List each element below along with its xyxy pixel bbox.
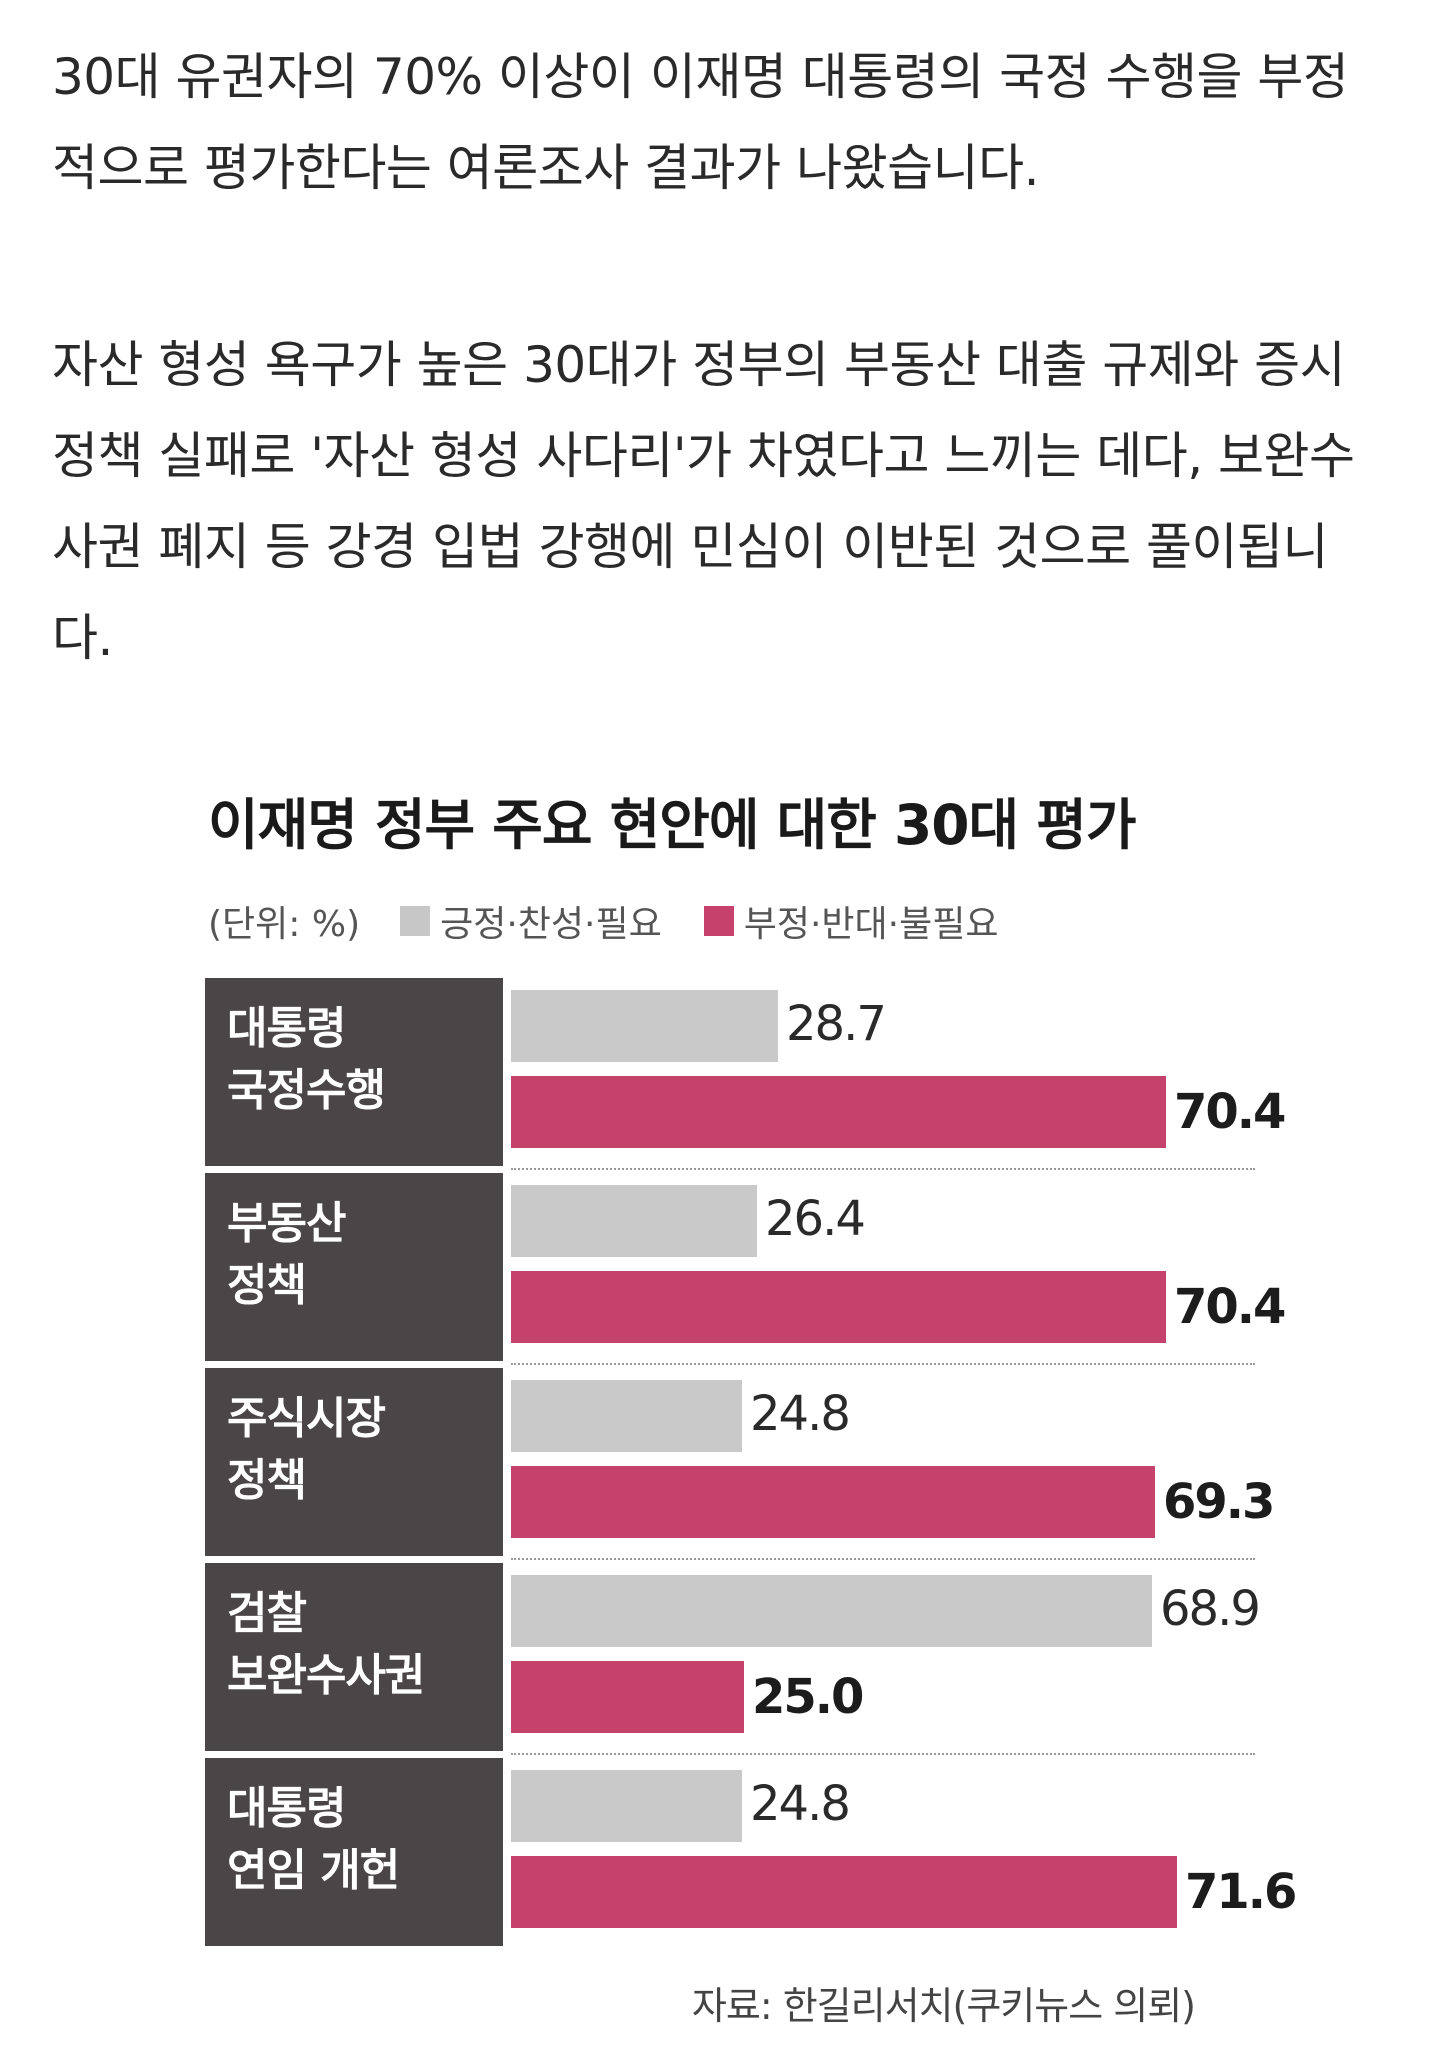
chart-source: 자료: 한길리서치(쿠키뉴스 의뢰) [691,1984,1196,2028]
legend-label-positive: 긍정·찬성·필요 [440,904,662,945]
category-label-line: 보완수사권 [227,1650,425,1701]
category-label-line: 국정수행 [227,1065,386,1116]
bar-negative [511,1076,1166,1148]
value-label-negative: 25.0 [752,1669,864,1725]
value-label-negative: 69.3 [1163,1474,1275,1530]
value-label-negative: 70.4 [1174,1279,1286,1335]
chart-title: 이재명 정부 주요 현안에 대한 30대 평가 [208,793,1136,857]
row-divider [511,1558,1255,1560]
bar-positive [511,1575,1152,1647]
category-label-line: 검찰 [227,1588,307,1639]
chart-legend: (단위: %) 긍정·찬성·필요 부정·반대·불필요 [208,895,1040,947]
category-label-line: 정책 [227,1455,307,1506]
unit-label: (단위: %) [208,904,361,945]
value-label-negative: 71.6 [1185,1864,1297,1920]
value-label-positive: 24.8 [750,1776,851,1832]
value-label-positive: 68.9 [1160,1581,1261,1637]
row-divider [511,1168,1255,1170]
row-divider [511,1753,1255,1755]
article-paragraph-1: 30대 유권자의 70% 이상이 이재명 대통령의 국정 수행을 부정적으로 평… [52,48,1349,197]
category-label-line: 대통령 [227,1783,346,1834]
legend-swatch-positive [400,906,431,936]
value-label-negative: 70.4 [1174,1084,1286,1140]
survey-bar-chart: 이재명 정부 주요 현안에 대한 30대 평가 (단위: %) 긍정·찬성·필요… [205,780,1297,2060]
category-label-line: 정책 [227,1260,307,1311]
legend-item-positive: 긍정·찬성·필요 [400,895,662,947]
legend-swatch-negative [703,906,734,936]
value-label-positive: 26.4 [765,1191,866,1247]
bar-negative [511,1466,1155,1538]
value-label-positive: 24.8 [750,1386,851,1442]
bar-positive [511,1380,742,1452]
article-paragraph-2: 자산 형성 욕구가 높은 30대가 정부의 부동산 대출 규제와 증시 정책 실… [52,336,1355,667]
category-label-line: 부동산 [227,1198,346,1249]
bar-negative [511,1856,1177,1928]
row-divider [511,1363,1255,1365]
bar-positive [511,990,778,1062]
category-label-line: 주식시장 [227,1393,386,1444]
legend-item-negative: 부정·반대·불필요 [703,895,999,947]
bar-positive [511,1770,742,1842]
bar-positive [511,1185,757,1257]
bar-negative [511,1661,744,1733]
value-label-positive: 28.7 [786,996,887,1052]
bar-negative [511,1271,1166,1343]
category-label-line: 대통령 [227,1003,346,1054]
category-label-line: 연임 개헌 [227,1845,400,1896]
legend-label-negative: 부정·반대·불필요 [743,904,999,945]
